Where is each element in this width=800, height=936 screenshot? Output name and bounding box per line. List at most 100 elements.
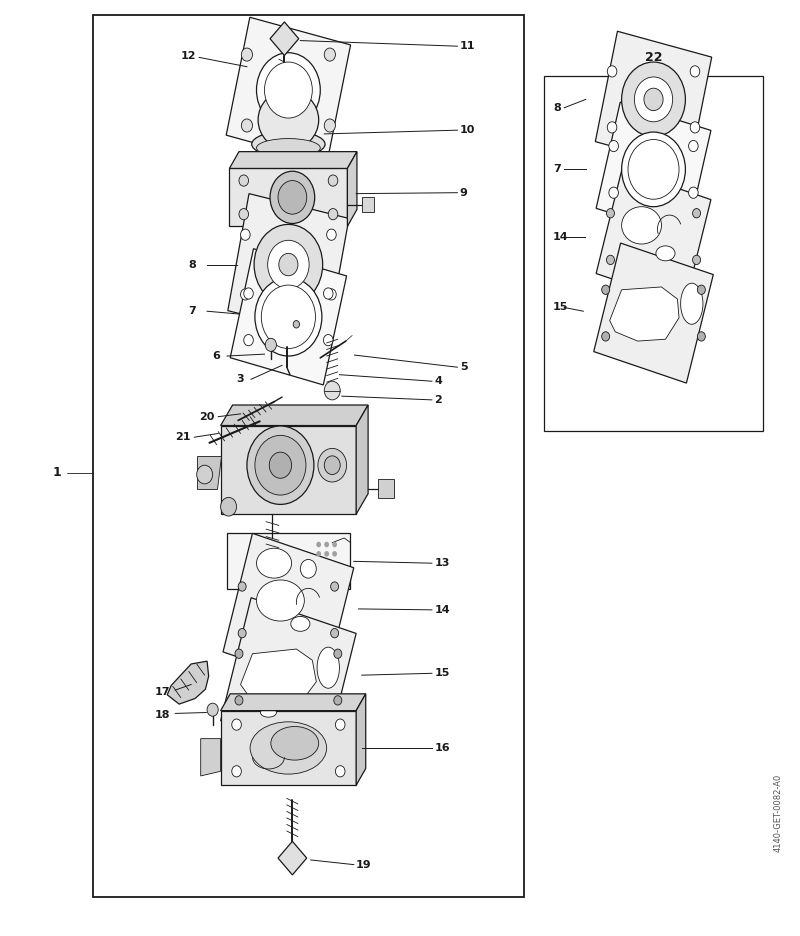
Circle shape <box>690 66 700 77</box>
Ellipse shape <box>257 548 291 578</box>
Circle shape <box>244 288 254 300</box>
Polygon shape <box>347 152 357 227</box>
Circle shape <box>693 256 701 265</box>
Circle shape <box>606 256 614 265</box>
Text: 21: 21 <box>175 432 190 442</box>
Circle shape <box>622 132 686 207</box>
Text: 10: 10 <box>460 125 475 135</box>
Circle shape <box>644 88 663 110</box>
Circle shape <box>326 289 336 300</box>
Ellipse shape <box>317 647 339 688</box>
Bar <box>93 15 523 898</box>
Circle shape <box>606 209 614 218</box>
Text: 6: 6 <box>213 351 221 361</box>
Ellipse shape <box>656 246 675 261</box>
Text: 3: 3 <box>237 374 244 385</box>
Circle shape <box>316 551 321 557</box>
Bar <box>230 168 347 227</box>
Circle shape <box>270 171 314 224</box>
Circle shape <box>235 649 243 658</box>
Text: 8: 8 <box>553 103 561 112</box>
Text: 22: 22 <box>645 51 662 64</box>
Text: 13: 13 <box>434 558 450 568</box>
Circle shape <box>255 278 322 356</box>
Bar <box>226 534 350 590</box>
Circle shape <box>332 551 337 557</box>
Circle shape <box>602 331 610 341</box>
Text: 19: 19 <box>356 859 372 870</box>
Circle shape <box>247 426 314 505</box>
Circle shape <box>324 542 329 548</box>
Circle shape <box>266 338 277 351</box>
Polygon shape <box>230 152 357 168</box>
Circle shape <box>324 456 340 475</box>
Circle shape <box>254 225 322 305</box>
Text: 14: 14 <box>434 605 450 615</box>
Text: 16: 16 <box>434 743 450 753</box>
Circle shape <box>330 628 338 637</box>
Circle shape <box>607 66 617 77</box>
Ellipse shape <box>261 708 277 717</box>
Circle shape <box>262 285 315 348</box>
Circle shape <box>235 695 243 705</box>
Text: 12: 12 <box>181 51 196 61</box>
Circle shape <box>628 139 679 199</box>
Circle shape <box>255 435 306 495</box>
Circle shape <box>334 695 342 705</box>
Text: 7: 7 <box>189 306 197 316</box>
Ellipse shape <box>258 90 318 150</box>
Polygon shape <box>270 22 298 55</box>
Ellipse shape <box>250 722 326 774</box>
Circle shape <box>335 766 345 777</box>
Ellipse shape <box>622 207 662 244</box>
Circle shape <box>241 289 250 300</box>
Circle shape <box>609 187 618 198</box>
Bar <box>362 197 374 212</box>
Bar <box>221 710 356 785</box>
Circle shape <box>300 560 316 578</box>
Circle shape <box>330 582 338 592</box>
Circle shape <box>293 320 299 328</box>
Bar <box>378 479 394 498</box>
Polygon shape <box>356 405 368 514</box>
Ellipse shape <box>252 131 325 157</box>
Text: 15: 15 <box>553 302 569 313</box>
Circle shape <box>324 381 340 400</box>
Circle shape <box>316 542 321 548</box>
Circle shape <box>689 140 698 152</box>
Text: 11: 11 <box>460 41 475 51</box>
Text: 9: 9 <box>460 188 468 197</box>
Circle shape <box>239 209 249 220</box>
Polygon shape <box>197 456 221 489</box>
Circle shape <box>698 285 706 295</box>
Text: 17: 17 <box>154 687 170 697</box>
Text: 8: 8 <box>189 259 197 270</box>
Text: 5: 5 <box>460 362 467 373</box>
Circle shape <box>232 766 242 777</box>
Circle shape <box>622 62 686 137</box>
Circle shape <box>241 229 250 241</box>
Circle shape <box>270 452 291 478</box>
Circle shape <box>609 140 618 152</box>
Circle shape <box>318 448 346 482</box>
Circle shape <box>278 181 306 214</box>
Text: 7: 7 <box>553 165 561 174</box>
Polygon shape <box>595 31 712 168</box>
Circle shape <box>698 331 706 341</box>
Ellipse shape <box>290 617 310 631</box>
Polygon shape <box>221 405 368 426</box>
Circle shape <box>690 122 700 133</box>
Circle shape <box>232 719 242 730</box>
Ellipse shape <box>257 580 304 622</box>
Bar <box>543 76 762 431</box>
Polygon shape <box>228 194 349 335</box>
Circle shape <box>328 175 338 186</box>
Circle shape <box>207 703 218 716</box>
Circle shape <box>324 551 329 557</box>
Text: 4140-GET-0082-A0: 4140-GET-0082-A0 <box>774 774 782 853</box>
Circle shape <box>279 254 298 276</box>
Circle shape <box>326 229 336 241</box>
Polygon shape <box>167 661 209 704</box>
Ellipse shape <box>681 284 703 324</box>
Text: 14: 14 <box>553 231 569 241</box>
